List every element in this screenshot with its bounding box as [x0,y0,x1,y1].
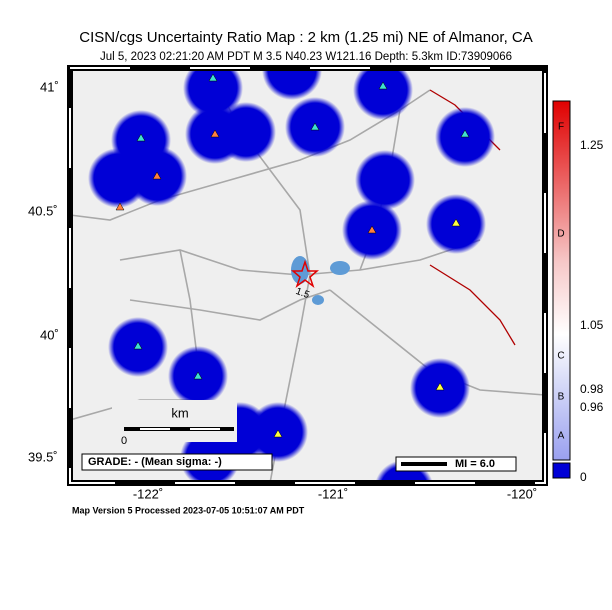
cb-label: C [557,351,564,362]
colorbar-zero [552,462,571,479]
mi-legend: MI = 6.0 [455,458,495,470]
subtitle: Jul 5, 2023 02:21:20 AM PDT M 3.5 N40.23… [100,51,512,63]
scale-zero: 0 [121,435,127,447]
event-label: 1.5 [294,286,311,301]
lat-label: 39.5˚ [28,449,58,464]
cb-label: 0 [580,470,587,484]
cb-label: 0.98 [580,382,604,396]
epicenter [290,259,320,289]
cb-label: F [558,122,564,133]
lat-label: 40˚ [40,327,59,342]
lat-label: 41˚ [40,79,59,94]
grade: GRADE: - (Mean sigma: -) [88,456,222,468]
cb-label: D [557,229,564,240]
scale-label: km [171,405,188,420]
lon-label: -122˚ [133,486,163,501]
lon-label: -121˚ [318,486,348,501]
title: CISN/cgs Uncertainty Ratio Map : 2 km (1… [79,29,533,46]
lat-label: 40.5˚ [28,203,58,218]
colorbar-labels: F 1.25 D 1.05 C 0.98 B 0.96 A 0 [557,122,603,485]
map-area: 1.5 km 0 GRADE: - (Mean sigma: -) MI = 6… [70,68,545,483]
cb-label: A [558,431,565,442]
lon-label: -120˚ [507,486,537,501]
colorbar [552,100,571,461]
cb-label: B [558,392,565,403]
cb-label: 1.25 [580,138,604,152]
cb-label: 0.96 [580,400,604,414]
footer: Map Version 5 Processed 2023-07-05 10:51… [72,505,305,515]
cb-label: 1.05 [580,318,604,332]
